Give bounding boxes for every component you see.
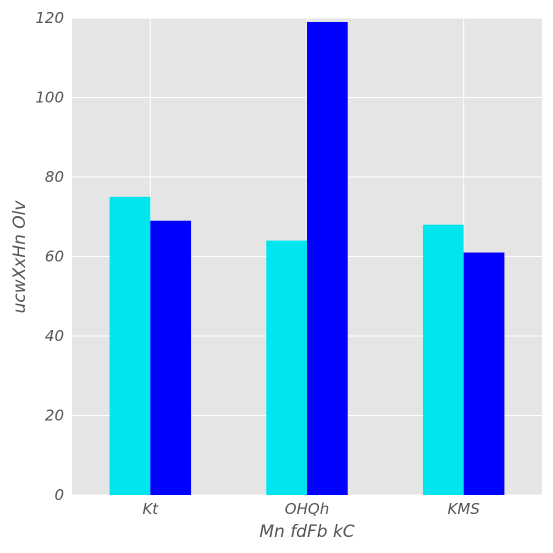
y-axis-label: ucwXxHn Olv: [10, 200, 30, 314]
x-tick-label: OHQh: [285, 500, 329, 518]
x-tick-label: Kt: [142, 500, 159, 518]
x-axis-label: Mn fdFb kC: [259, 522, 354, 542]
bar: [422, 224, 464, 495]
bars: [109, 21, 505, 495]
bar: [266, 240, 307, 495]
bar: [109, 196, 151, 495]
y-tick-label: 100: [35, 89, 64, 107]
bar: [150, 220, 192, 495]
x-tick-label: KMS: [448, 500, 481, 518]
y-ticks: 0 20 40 60 80 100 120: [35, 9, 64, 504]
y-tick-label: 60: [45, 248, 64, 266]
y-tick-label: 80: [45, 168, 64, 186]
y-tick-label: 0: [54, 486, 64, 504]
x-ticks: Kt OHQh KMS: [142, 500, 480, 518]
y-tick-label: 120: [35, 9, 64, 27]
bar: [307, 21, 348, 495]
bar: [463, 252, 505, 495]
y-tick-label: 40: [45, 327, 64, 345]
y-tick-label: 20: [45, 407, 64, 425]
